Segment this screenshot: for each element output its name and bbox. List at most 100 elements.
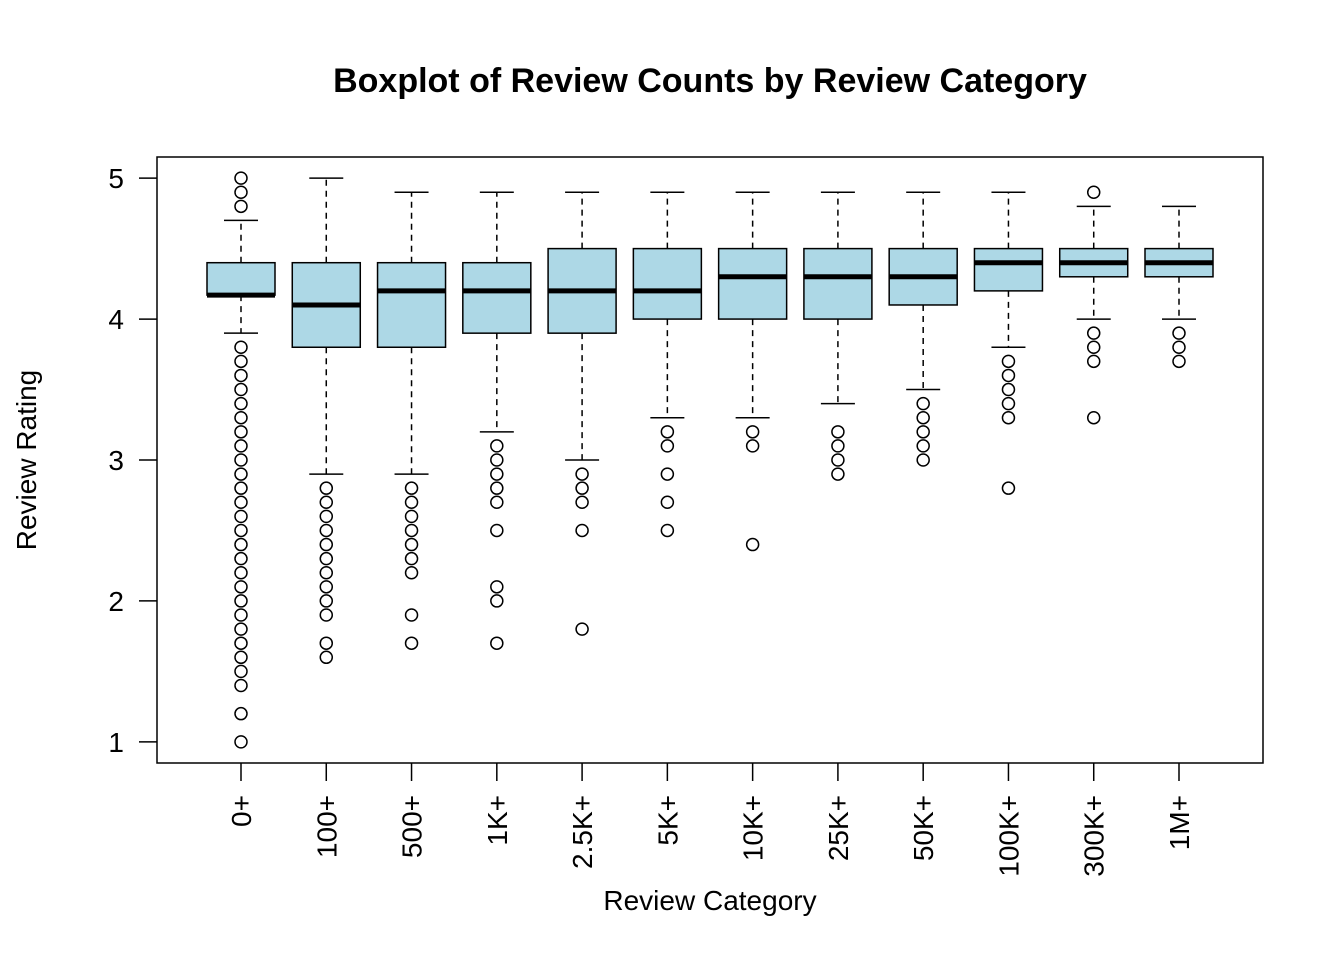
outlier-point [234,467,248,481]
outlier-point [234,594,248,608]
outlier-point [575,495,589,510]
outlier-point [1086,326,1101,340]
outlier-point [1001,354,1016,369]
outlier-point [234,439,248,453]
outlier-point [234,580,248,594]
outlier-point [404,523,419,538]
outlier-point [745,425,760,439]
x-tick-label: 2.5K+ [567,795,598,869]
x-tick-label: 100+ [311,795,342,858]
outlier-point [404,551,419,566]
outlier-point [234,382,248,397]
outlier-point [234,410,248,425]
x-tick-label: 5K+ [652,795,683,846]
outlier-point [490,594,504,608]
outlier-point [404,636,419,650]
outlier-point [916,453,930,467]
outlier-point [490,481,504,495]
outlier-point [1001,382,1016,397]
outlier-point [745,537,760,552]
outlier-point [234,453,248,467]
outlier-point [916,396,930,411]
outlier-point [234,185,248,199]
outlier-point [1001,368,1016,383]
outlier-point [234,551,248,566]
x-tick-label: 25K+ [823,795,854,861]
outlier-point [234,396,248,411]
box-group [1144,205,1214,369]
x-tick-label: 500+ [397,795,428,858]
outlier-point [319,537,334,552]
outlier-point [660,495,675,510]
y-tick-label: 1 [108,727,124,758]
outlier-point [1086,340,1101,355]
box-group [1058,185,1129,425]
outlier-point [234,368,248,383]
outlier-point [575,523,589,538]
outlier-point [234,706,248,721]
outlier-point [404,481,419,495]
x-axis: 0+ 100+ 500+ 1K+ 2.5K+ 5K+ 10K+ 25K+ 50K+ 100K+ 30… [226,763,1195,877]
outlier-point [1086,410,1101,425]
y-tick-label: 2 [108,586,124,617]
outlier-point [234,678,248,693]
y-tick-label: 5 [108,163,124,194]
outlier-point [234,523,248,538]
outlier-point [1172,354,1186,369]
outlier-point [319,523,334,538]
outlier-point [234,608,248,622]
outlier-point [490,439,504,453]
outlier-point [319,495,334,510]
box-group [291,177,362,665]
box-group [803,191,873,481]
chart-title: Boxplot of Review Counts by Review Categ… [333,62,1087,100]
outlier-point [319,608,334,622]
outlier-point [1001,481,1016,495]
outlier-point [1172,326,1186,340]
outlier-point [234,171,248,185]
outlier-point [1001,410,1016,425]
outlier-point [660,439,675,453]
outlier-point [831,439,845,453]
iqr-box [632,247,703,320]
outlier-point [745,439,760,453]
iqr-box [973,247,1044,292]
outlier-point [234,664,248,679]
outlier-point [831,453,845,467]
y-axis: 1 2 3 4 5 [108,163,157,758]
outlier-point [234,354,248,369]
box-group [888,191,958,467]
box-group [376,191,447,650]
outlier-point [916,410,930,425]
outlier-point [575,622,589,636]
outlier-point [490,523,504,538]
outlier-point [831,425,845,439]
outlier-point [404,509,419,524]
outlier-point [831,467,845,481]
outlier-point [404,537,419,552]
outlier-point [234,622,248,636]
outlier-point [490,580,504,594]
box-group [547,191,617,636]
box-group [462,191,532,650]
x-tick-label: 0+ [226,795,257,827]
outlier-point [319,594,334,608]
outlier-point [234,481,248,495]
outlier-point [234,636,248,650]
box-group [632,191,703,538]
x-axis-title: Review Category [603,885,816,916]
outlier-point [575,481,589,495]
outlier-point [234,495,248,510]
outlier-point [916,439,930,453]
outlier-point [660,425,675,439]
outlier-point [916,425,930,439]
box-group [206,171,276,749]
outlier-point [319,636,334,650]
outlier-point [234,509,248,524]
y-tick-label: 4 [108,304,124,335]
x-tick-label: 300K+ [1079,795,1110,877]
iqr-box [206,261,276,296]
y-axis-title: Review Rating [11,370,42,551]
x-tick-label: 100K+ [993,795,1024,877]
outlier-point [1001,396,1016,411]
